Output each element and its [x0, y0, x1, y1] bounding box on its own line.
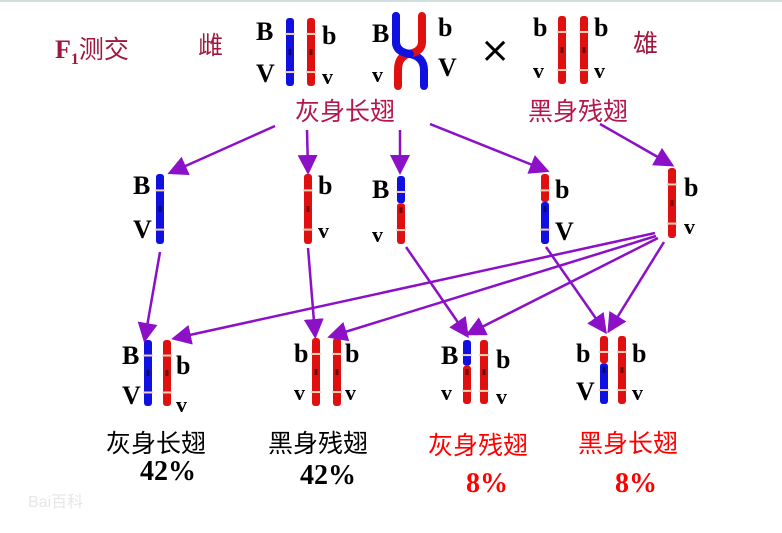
allele-label: v: [684, 214, 695, 239]
chromosome: [285, 18, 295, 86]
chromosome: [599, 336, 609, 404]
chromosome: [143, 340, 153, 406]
arrow: [404, 246, 469, 339]
male-pair-labels: b v b v: [533, 13, 608, 83]
allele-label: b: [322, 21, 336, 50]
arrow: [607, 241, 666, 334]
chromosome: [311, 338, 321, 406]
allele-label: v: [533, 58, 544, 83]
chromosome: [396, 176, 406, 244]
arrow: [303, 247, 324, 339]
allele-label: b: [496, 345, 510, 374]
arrows: [137, 122, 675, 345]
arrow: [544, 246, 607, 335]
crossover-chromosomes: [392, 12, 428, 90]
allele-label: v: [322, 64, 333, 89]
chromosome: [306, 18, 316, 86]
male-phenotype: 黑身残翅: [528, 97, 628, 126]
allele-label: b: [294, 339, 308, 368]
allele-label: v: [176, 392, 187, 417]
allele-label: v: [372, 62, 383, 87]
offspring-percent-3: 8%: [466, 468, 508, 499]
chromosome: [557, 16, 567, 84]
allele-label: v: [372, 222, 383, 247]
allele-label: V: [133, 215, 152, 244]
allele-label: V: [438, 53, 457, 82]
arrow: [327, 234, 657, 342]
female-crossover-labels: B v b V: [372, 13, 457, 87]
allele-label: B: [133, 171, 150, 200]
arrow: [137, 251, 162, 343]
chromosome: [332, 338, 342, 406]
offspring-percent-1: 42%: [140, 456, 196, 487]
allele-label: V: [576, 377, 595, 406]
allele-label: b: [632, 339, 646, 368]
allele-label: V: [256, 59, 275, 88]
allele-label: v: [594, 58, 605, 83]
chromosomes: [143, 12, 677, 406]
gamete-labels: B V b v B v b V b v: [133, 171, 698, 247]
chromosome: [667, 168, 677, 238]
offspring-phenotype-2: 黑身残翅: [268, 429, 368, 458]
female-phenotype: 灰身长翅: [295, 97, 395, 126]
male-label: 雄: [633, 29, 658, 58]
chromosome: [303, 174, 313, 244]
allele-label: b: [176, 351, 190, 380]
offspring-phenotype-4: 黑身长翅: [578, 429, 678, 458]
allele-label: b: [438, 13, 452, 42]
allele-label: V: [122, 381, 141, 410]
allele-label: b: [594, 13, 608, 42]
allele-label: b: [684, 173, 698, 202]
allele-label: b: [533, 13, 547, 42]
allele-label: B: [256, 17, 273, 46]
allele-label: B: [372, 175, 389, 204]
allele-label: B: [122, 341, 139, 370]
allele-label: v: [345, 380, 356, 405]
allele-label: B: [441, 341, 458, 370]
arrow: [599, 122, 675, 167]
arrow: [171, 231, 656, 345]
chromosome: [579, 16, 589, 84]
allele-label: v: [632, 380, 643, 405]
chromosome: [617, 336, 627, 404]
allele-label: V: [555, 217, 574, 246]
chromosome: [462, 340, 472, 404]
allele-label: v: [496, 384, 507, 409]
offspring-percent-4: 8%: [615, 468, 657, 499]
arrow: [429, 122, 550, 174]
offspring-phenotype-3: 灰身残翅: [428, 431, 528, 460]
chromosome: [155, 174, 165, 244]
allele-label: b: [345, 339, 359, 368]
watermark: Bai百科: [28, 493, 83, 511]
chromosome: [479, 340, 489, 404]
arrow: [167, 124, 276, 176]
offspring-phenotype-1: 灰身长翅: [106, 429, 206, 458]
cross-symbol: ×: [480, 30, 510, 71]
allele-label: v: [294, 380, 305, 405]
allele-label: v: [318, 218, 329, 243]
allele-label: b: [555, 175, 569, 204]
female-pair-1-labels: B V b v: [256, 17, 336, 89]
allele-label: b: [318, 171, 332, 200]
arrow: [465, 236, 659, 336]
allele-label: v: [441, 380, 452, 405]
female-label: 雌: [198, 31, 223, 60]
arrow: [297, 129, 318, 175]
offspring-labels: B V b v b v b v B v b v b V b v: [122, 339, 646, 417]
chromosome: [162, 340, 172, 406]
chromosome: [540, 174, 550, 244]
offspring-percent-2: 42%: [300, 460, 356, 491]
title: F1测交: [55, 35, 129, 68]
allele-label: B: [372, 19, 389, 48]
allele-label: b: [576, 339, 590, 368]
